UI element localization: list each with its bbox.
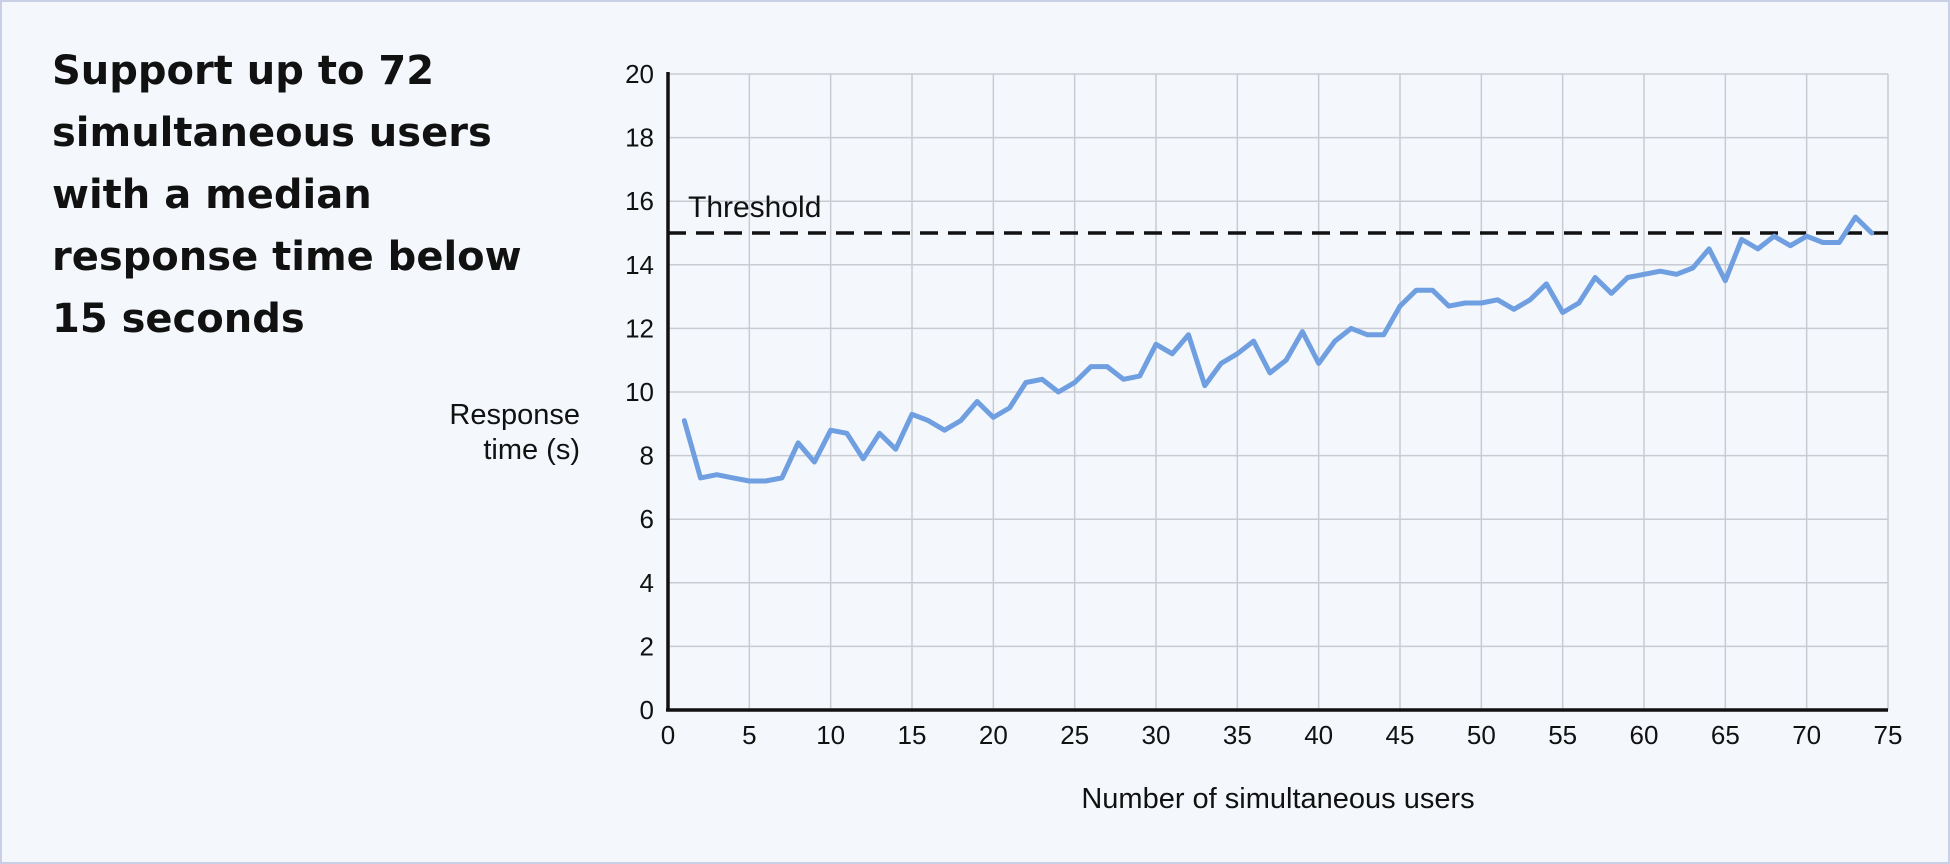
y-tick-label: 10 — [625, 377, 654, 407]
x-tick-label: 55 — [1548, 720, 1577, 750]
x-tick-label: 25 — [1060, 720, 1089, 750]
y-tick-label: 12 — [625, 313, 654, 343]
x-tick-label: 35 — [1223, 720, 1252, 750]
x-tick-label: 5 — [742, 720, 756, 750]
chart-headline: Support up to 72 simultaneous users with… — [52, 48, 522, 342]
x-tick-label: 70 — [1792, 720, 1821, 750]
y-tick-label: 20 — [625, 59, 654, 89]
grid — [667, 73, 1889, 711]
series-line-response-time — [681, 214, 1875, 484]
x-tick-label: 15 — [898, 720, 927, 750]
x-tick-label: 65 — [1711, 720, 1740, 750]
y-tick-label: 2 — [640, 631, 654, 661]
x-tick-label: 0 — [661, 720, 675, 750]
x-tick-label: 40 — [1304, 720, 1333, 750]
axes — [666, 72, 1888, 712]
tick-labels: 0 5 10 15 20 25 30 35 40 45 50 55 60 65 70 75 0 2 4 6 8 10 12 1… — [625, 59, 1902, 750]
y-tick-label: 16 — [625, 186, 654, 216]
y-tick-label: 6 — [640, 504, 654, 534]
x-tick-label: 75 — [1874, 720, 1903, 750]
threshold-label: Threshold — [688, 191, 821, 224]
x-tick-label: 50 — [1467, 720, 1496, 750]
x-tick-label: 45 — [1386, 720, 1415, 750]
x-tick-label: 60 — [1630, 720, 1659, 750]
y-tick-label: 0 — [640, 695, 654, 725]
y-tick-label: 4 — [640, 568, 654, 598]
y-axis-title-line-1: Response — [449, 399, 580, 431]
y-tick-label: 14 — [625, 250, 654, 280]
y-tick-label: 18 — [625, 123, 654, 153]
x-tick-label: 30 — [1142, 720, 1171, 750]
x-tick-label: 10 — [816, 720, 845, 750]
x-tick-label: 20 — [979, 720, 1008, 750]
y-tick-label: 8 — [640, 441, 654, 471]
y-axis-title-line-2: time (s) — [483, 434, 580, 466]
x-axis-title: Number of simultaneous users — [1081, 783, 1474, 815]
